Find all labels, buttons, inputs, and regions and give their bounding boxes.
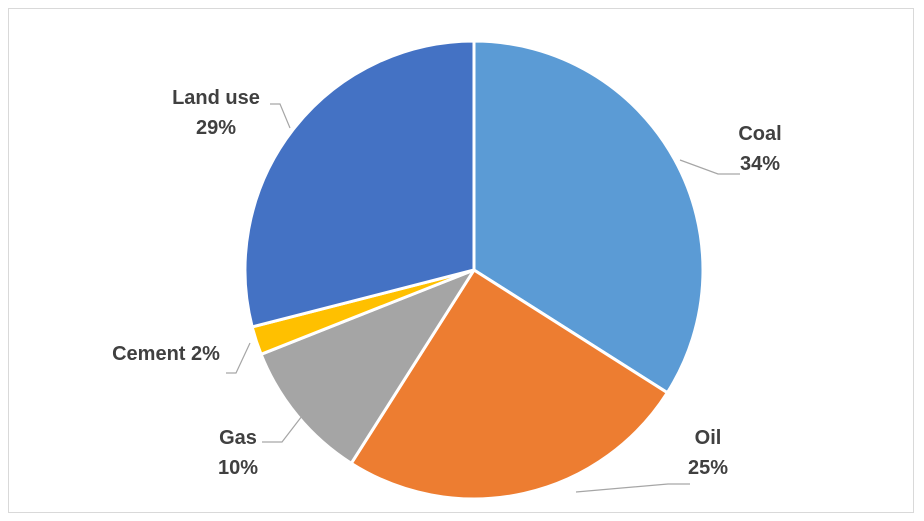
leader-line-oil	[575, 483, 690, 493]
leader-line-coal	[679, 159, 740, 175]
leader-line-land-use	[270, 103, 291, 129]
data-label-oil: Oil 25%	[688, 427, 728, 479]
data-label-gas: Gas 10%	[218, 427, 258, 479]
data-labels: Coal 34% Oil 25% Gas 10% Cement 2% Land use 29%	[112, 87, 782, 479]
data-label-land-use: Land use 29%	[172, 87, 260, 139]
pie-slice-oil	[349, 268, 669, 501]
leader-line-cement	[226, 342, 251, 374]
pie-slice-gas	[259, 268, 476, 465]
data-label-cement: Cement 2%	[112, 343, 220, 365]
leader-lines	[226, 103, 740, 493]
leader-line-gas	[262, 415, 303, 443]
pie-slice-land-use	[243, 39, 476, 329]
data-label-coal: Coal 34%	[738, 123, 781, 175]
pie-slices	[243, 39, 705, 501]
